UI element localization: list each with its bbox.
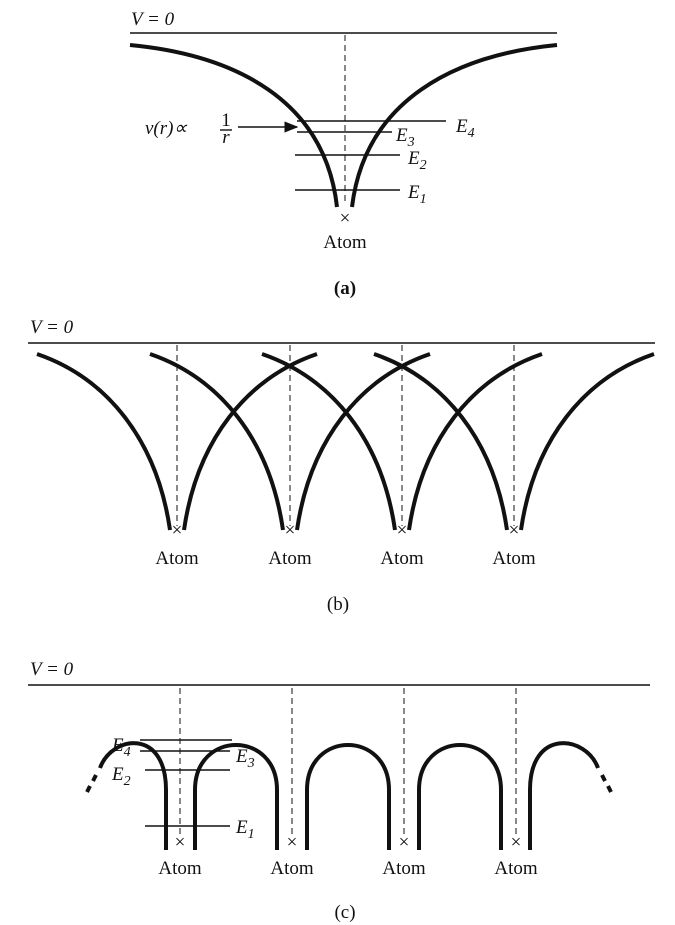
atom-marker: × (399, 832, 410, 853)
potential-hump (193, 743, 279, 850)
potential-hump (528, 741, 600, 850)
atom-marker: × (175, 832, 186, 853)
atom-marker: × (340, 208, 351, 229)
panel-label: (c) (334, 902, 355, 923)
atom-label: Atom (155, 548, 199, 569)
atom-label: Atom (268, 548, 312, 569)
potential-curve (295, 352, 431, 531)
level-label: E4 (455, 116, 475, 141)
atom-label: Atom (323, 232, 367, 253)
atom-label: Atom (270, 858, 314, 879)
continuation-dots (600, 774, 613, 793)
atom-marker: × (287, 832, 298, 853)
potential-curve (129, 43, 339, 208)
fraction-numerator: 1 (221, 110, 231, 131)
potential-curve (350, 43, 558, 208)
level-label: E2 (407, 148, 427, 173)
v-zero-label: V = 0 (30, 659, 74, 680)
panel-label: (b) (327, 594, 349, 615)
atom-label: Atom (380, 548, 424, 569)
v-zero-label: V = 0 (131, 9, 175, 30)
potential-hump (417, 743, 503, 850)
potential-curve (373, 352, 509, 531)
atom-label: Atom (158, 858, 202, 879)
potential-label: v(r)∝ (145, 118, 187, 139)
potential-curve (407, 352, 543, 531)
panel-c: V = 0 E4 E3 E2 E1 (c) × Atom × Atom × Atom × At… (28, 659, 650, 923)
potential-curve (519, 352, 655, 531)
atom-marker: × (172, 520, 183, 541)
v-zero-label: V = 0 (30, 317, 74, 338)
level-label: E2 (111, 764, 131, 789)
atom-marker: × (511, 832, 522, 853)
atom-marker: × (509, 520, 520, 541)
level-label: E1 (235, 817, 255, 842)
atom-marker: × (285, 520, 296, 541)
potential-hump (98, 741, 168, 850)
potential-curve (261, 352, 397, 531)
level-label: E3 (235, 746, 255, 771)
atom-label: Atom (382, 858, 426, 879)
panel-b: V = 0 (b) × Atom × Atom × Atom × Atom (28, 317, 655, 615)
panel-a: V = 0 E4 E3 E2 E1 v(r)∝ 1 r × Atom (a) (129, 9, 558, 299)
potential-curve (182, 352, 318, 531)
atom-label: Atom (492, 548, 536, 569)
potential-hump (305, 743, 391, 850)
potential-curve (149, 352, 285, 531)
potential-curve (36, 352, 172, 531)
continuation-dots (85, 774, 98, 793)
atom-marker: × (397, 520, 408, 541)
level-label: E4 (111, 735, 131, 760)
panel-label: (a) (334, 278, 356, 299)
level-label: E3 (395, 125, 415, 150)
level-label: E1 (407, 182, 427, 207)
atom-label: Atom (494, 858, 538, 879)
fraction-denominator: r (222, 127, 230, 148)
